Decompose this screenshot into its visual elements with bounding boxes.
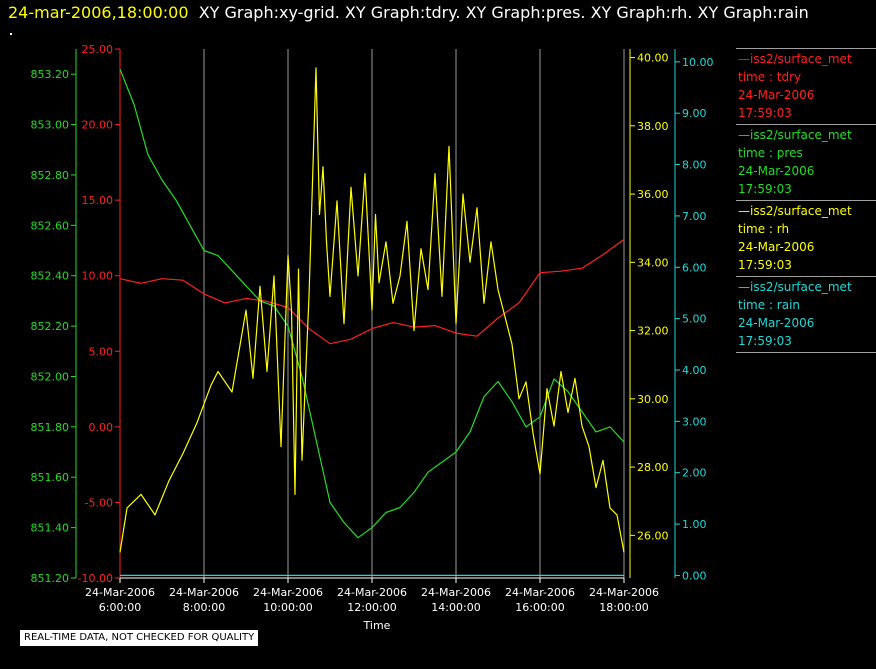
rain-tick-label: 2.00 xyxy=(682,467,707,480)
x-axis-label: Time xyxy=(363,619,391,632)
x-tick-date: 24-Mar-2006 xyxy=(589,586,659,599)
x-tick-time: 18:00:00 xyxy=(599,601,648,614)
rain-tick-label: 7.00 xyxy=(682,210,707,223)
rh-tick-label: 28.00 xyxy=(637,461,669,474)
pres-tick-label: 852.60 xyxy=(31,219,70,232)
x-tick-time: 12:00:00 xyxy=(347,601,396,614)
stray-dot xyxy=(10,33,12,35)
x-tick-time: 6:00:00 xyxy=(99,601,141,614)
tdry-tick-label: -10.00 xyxy=(78,572,113,585)
legend-time: 17:59:03 xyxy=(738,182,792,196)
series-rh-line xyxy=(119,67,625,553)
legend-var: time : tdry xyxy=(738,70,802,84)
rain-tick-label: 8.00 xyxy=(682,159,707,172)
rain-tick-label: 1.00 xyxy=(682,518,707,531)
x-tick-date: 24-Mar-2006 xyxy=(169,586,239,599)
tdry-tick-label: -5.00 xyxy=(85,496,113,509)
rh-tick-label: 38.00 xyxy=(637,120,669,133)
x-tick-time: 16:00:00 xyxy=(515,601,564,614)
legend-date: 24-Mar-2006 xyxy=(738,164,815,178)
rh-tick-label: 30.00 xyxy=(637,393,669,406)
x-tick-time: 14:00:00 xyxy=(431,601,480,614)
legend: —iss2/surface_met time : tdry 24-Mar-2006 1… xyxy=(736,48,876,353)
x-tick-time: 8:00:00 xyxy=(183,601,225,614)
rain-tick-label: 0.00 xyxy=(682,569,707,582)
x-tick-date: 24-Mar-2006 xyxy=(337,586,407,599)
x-tick-date: 24-Mar-2006 xyxy=(253,586,323,599)
legend-date: 24-Mar-2006 xyxy=(738,316,815,330)
pres-tick-label: 852.00 xyxy=(31,370,70,383)
x-tick-date: 24-Mar-2006 xyxy=(85,586,155,599)
rain-tick-label: 9.00 xyxy=(682,107,707,120)
legend-date: 24-Mar-2006 xyxy=(738,240,815,254)
header-graph-list: XY Graph:xy-grid. XY Graph:tdry. XY Grap… xyxy=(198,3,809,22)
legend-name: —iss2/surface_met xyxy=(738,280,852,294)
quality-disclaimer: REAL-TIME DATA, NOT CHECKED FOR QUALITY xyxy=(20,630,259,646)
pres-tick-label: 853.00 xyxy=(31,119,70,132)
pres-tick-label: 852.40 xyxy=(31,270,70,283)
legend-time: 17:59:03 xyxy=(738,258,792,272)
rh-tick-label: 26.00 xyxy=(637,529,669,542)
pres-tick-label: 853.20 xyxy=(31,68,70,81)
legend-var: time : rh xyxy=(738,222,790,236)
legend-divider xyxy=(736,352,876,353)
pres-tick-label: 851.20 xyxy=(31,572,70,585)
rain-tick-label: 6.00 xyxy=(682,261,707,274)
header-title: 24-mar-2006,18:00:00 XY Graph:xy-grid. X… xyxy=(8,3,809,23)
rh-tick-label: 34.00 xyxy=(637,256,669,269)
tdry-tick-label: 20.00 xyxy=(82,119,114,132)
tdry-tick-label: 0.00 xyxy=(89,421,114,434)
pres-tick-label: 851.60 xyxy=(31,471,70,484)
legend-time: 17:59:03 xyxy=(738,106,792,120)
series-tdry-line xyxy=(119,238,625,345)
rain-tick-label: 3.00 xyxy=(682,415,707,428)
legend-var: time : rain xyxy=(738,298,801,312)
legend-name: —iss2/surface_met xyxy=(738,52,852,66)
rain-tick-label: 10.00 xyxy=(682,56,714,69)
legend-var: time : pres xyxy=(738,146,803,160)
rh-tick-label: 32.00 xyxy=(637,325,669,338)
pres-tick-label: 851.80 xyxy=(31,421,70,434)
pres-tick-label: 852.20 xyxy=(31,320,70,333)
legend-time: 17:59:03 xyxy=(738,334,792,348)
rh-tick-label: 36.00 xyxy=(637,188,669,201)
pres-tick-label: 852.80 xyxy=(31,169,70,182)
rh-tick-label: 40.00 xyxy=(637,52,669,65)
tdry-tick-label: 15.00 xyxy=(82,194,114,207)
legend-name: —iss2/surface_met xyxy=(738,128,852,142)
tdry-tick-label: 10.00 xyxy=(82,270,114,283)
x-tick-time: 10:00:00 xyxy=(263,601,312,614)
pres-tick-label: 851.40 xyxy=(31,522,70,535)
rain-tick-label: 5.00 xyxy=(682,313,707,326)
x-tick-date: 24-Mar-2006 xyxy=(421,586,491,599)
series-pres-line xyxy=(119,68,625,539)
legend-date: 24-Mar-2006 xyxy=(738,88,815,102)
legend-name: —iss2/surface_met xyxy=(738,204,852,218)
x-tick-date: 24-Mar-2006 xyxy=(505,586,575,599)
header-timestamp: 24-mar-2006,18:00:00 xyxy=(8,3,189,22)
rain-tick-label: 4.00 xyxy=(682,364,707,377)
tdry-tick-label: 5.00 xyxy=(89,345,114,358)
tdry-tick-label: 25.00 xyxy=(82,43,114,56)
